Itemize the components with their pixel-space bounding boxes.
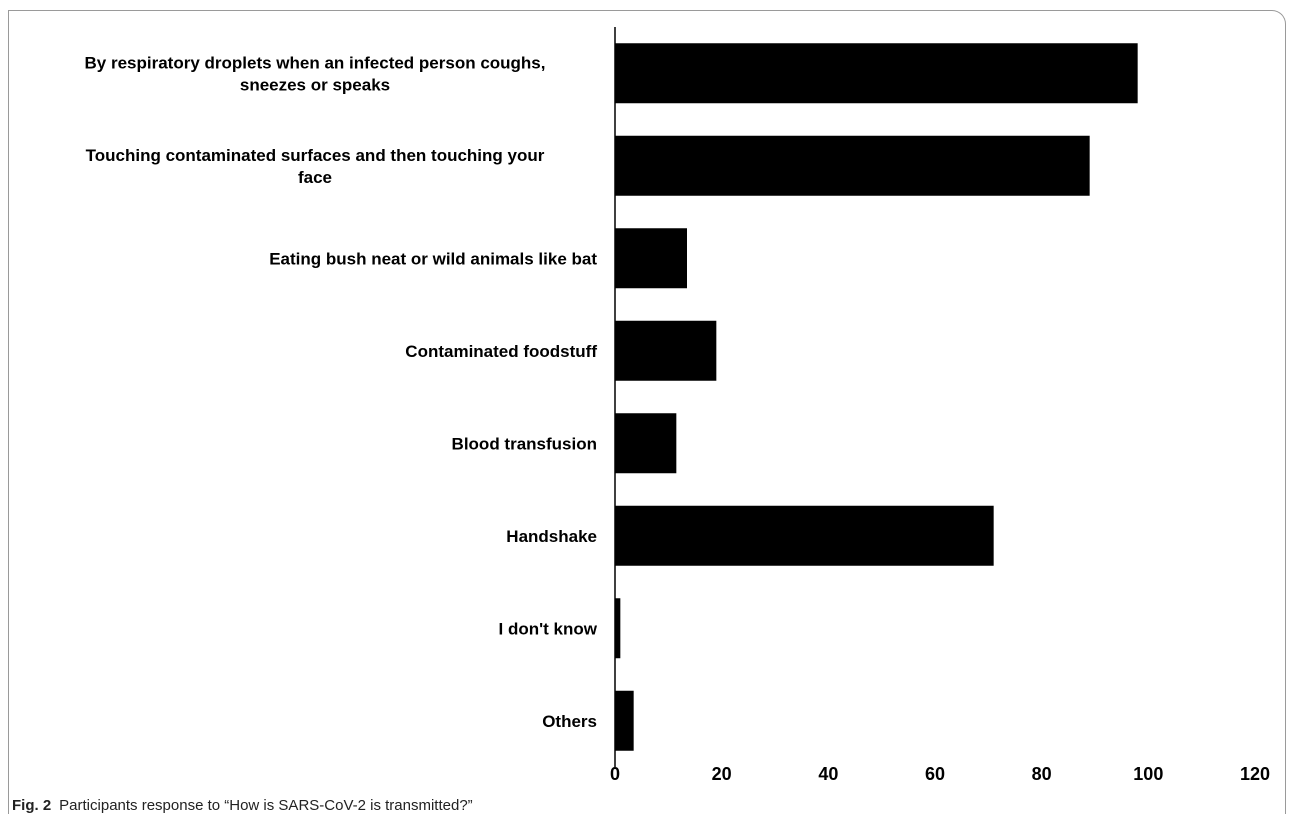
category-label-1-line-1: face (298, 168, 332, 187)
category-label-3: Contaminated foodstuff (405, 342, 597, 361)
category-labels: By respiratory droplets when an infected… (85, 53, 598, 731)
bar-1 (615, 135, 1090, 196)
bar-2 (615, 228, 687, 289)
figure-label: Fig. 2 (12, 797, 52, 814)
x-tick-label-0: 0 (610, 764, 620, 784)
bar-0 (615, 43, 1138, 104)
bar-3 (615, 320, 717, 381)
x-tick-label-3: 60 (925, 764, 945, 784)
category-label-5-line-0: Handshake (506, 527, 597, 546)
x-tick-label-6: 120 (1240, 764, 1270, 784)
category-label-1: Touching contaminated surfaces and then … (86, 146, 545, 187)
x-tick-label-2: 40 (818, 764, 838, 784)
x-tick-label-5: 100 (1133, 764, 1163, 784)
category-label-0-line-1: sneezes or speaks (240, 75, 390, 94)
category-label-6-line-0: I don't know (499, 619, 598, 638)
category-label-4-line-0: Blood transfusion (452, 434, 597, 453)
x-tick-labels: 0 20 40 60 80 100 120 (610, 764, 1270, 784)
category-label-4: Blood transfusion (452, 434, 597, 453)
bars-group (615, 43, 1138, 751)
category-label-1-line-0: Touching contaminated surfaces and then … (86, 146, 545, 165)
category-label-0-line-0: By respiratory droplets when an infected… (85, 53, 546, 72)
category-label-0: By respiratory droplets when an infected… (85, 53, 546, 94)
category-label-5: Handshake (506, 527, 597, 546)
category-label-2: Eating bush neat or wild animals like ba… (269, 249, 597, 268)
x-tick-label-1: 20 (712, 764, 732, 784)
bar-7 (615, 690, 634, 751)
bar-5 (615, 505, 994, 566)
bar-4 (615, 413, 677, 474)
category-label-6: I don't know (499, 619, 598, 638)
category-label-7-line-0: Others (542, 712, 597, 731)
caption-text: Participants response to “How is SARS-Co… (59, 797, 473, 814)
bar-chart: By respiratory droplets when an infected… (85, 27, 1270, 784)
category-label-2-line-0: Eating bush neat or wild animals like ba… (269, 249, 597, 268)
category-label-3-line-0: Contaminated foodstuff (405, 342, 597, 361)
category-label-7: Others (542, 712, 597, 731)
bar-6 (615, 598, 621, 659)
figure-frame (8, 10, 1286, 814)
figure-caption: Fig. 2 Participants response to “How is S… (12, 797, 473, 814)
x-tick-label-4: 80 (1032, 764, 1052, 784)
